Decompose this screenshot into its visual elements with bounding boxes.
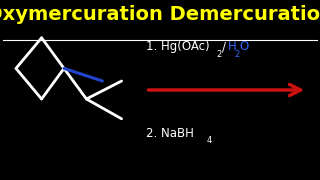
Text: O: O bbox=[240, 40, 249, 53]
Text: 4: 4 bbox=[206, 136, 212, 145]
Text: 1. Hg(OAc): 1. Hg(OAc) bbox=[146, 40, 209, 53]
Text: 2: 2 bbox=[217, 50, 222, 59]
Text: Oxymercuration Demercuration: Oxymercuration Demercuration bbox=[0, 5, 320, 24]
Text: /: / bbox=[222, 40, 227, 53]
Text: 2. NaBH: 2. NaBH bbox=[146, 127, 194, 140]
Text: 2: 2 bbox=[235, 50, 240, 59]
Text: H: H bbox=[228, 40, 237, 53]
